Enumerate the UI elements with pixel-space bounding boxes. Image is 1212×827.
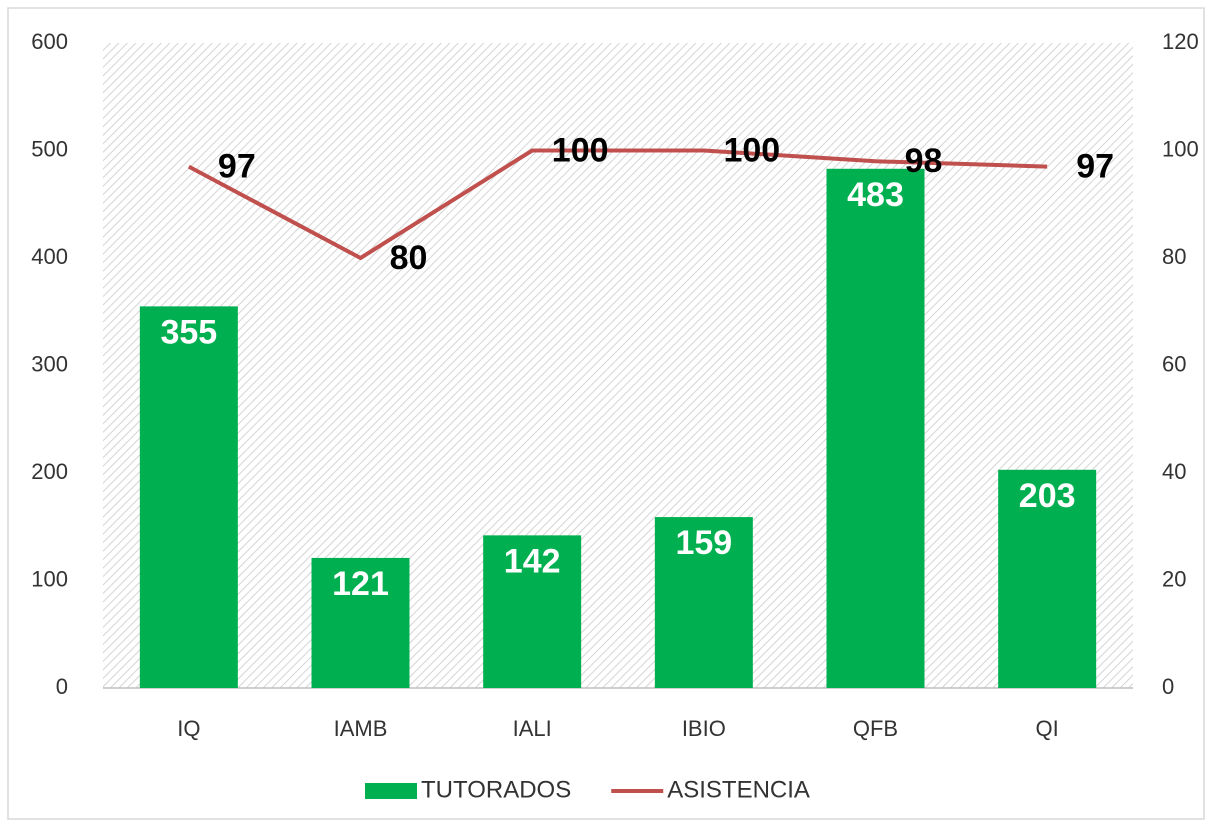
y2-tick-label: 80 [1162,244,1186,269]
x-tick-label: IBIO [682,716,726,741]
bar-label: 355 [160,313,217,351]
bar [998,469,1097,688]
bar-label: 203 [1019,477,1076,515]
legend-label: TUTORADOS [421,776,571,803]
y-tick-label: 600 [31,29,68,54]
bar [311,557,410,688]
y-tick-label: 0 [56,674,68,699]
bar-label: 121 [332,565,389,603]
bar-label: 483 [847,176,904,214]
bar [826,168,925,688]
bar [654,517,753,688]
y2-tick-label: 100 [1162,136,1199,161]
line-label: 100 [552,131,609,169]
bar-label: 159 [675,524,732,562]
legend-label: ASISTENCIA [667,776,810,803]
y-tick-label: 500 [31,136,68,161]
y-tick-label: 200 [31,459,68,484]
y-tick-label: 100 [31,566,68,591]
y2-tick-label: 120 [1162,29,1199,54]
line-label: 80 [390,239,428,277]
x-tick-label: IALI [513,716,552,741]
line-label: 97 [218,148,256,186]
y2-tick-label: 40 [1162,459,1186,484]
bar [483,535,582,688]
y2-tick-label: 60 [1162,351,1186,376]
y2-tick-label: 20 [1162,566,1186,591]
line-label: 98 [905,142,943,180]
x-tick-label: QI [1036,716,1059,741]
bar-label: 142 [504,542,561,580]
plot-background [103,43,1133,688]
x-tick-label: IAMB [334,716,388,741]
line-label: 97 [1076,148,1114,186]
x-tick-label: IQ [177,716,200,741]
line-label: 100 [723,131,780,169]
y2-tick-label: 0 [1162,674,1174,699]
bar [139,306,238,688]
x-tick-label: QFB [853,716,898,741]
y-tick-label: 300 [31,351,68,376]
legend-swatch [365,783,417,799]
line [187,148,1048,260]
y-tick-label: 400 [31,244,68,269]
